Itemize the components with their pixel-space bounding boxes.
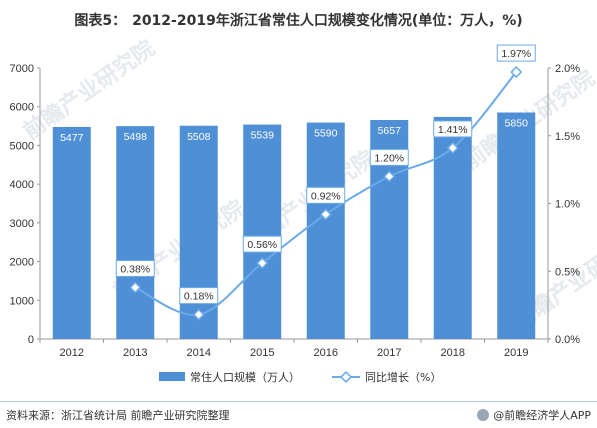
bar: [52, 126, 91, 340]
footer: 资料来源：浙江省统计局 前瞻产业研究院整理 @前瞻经济学人APP: [0, 405, 597, 425]
growth-value-label: 1.97%: [501, 48, 531, 60]
growth-value-label: 0.92%: [311, 190, 341, 202]
bar-value-label: 5508: [187, 131, 211, 143]
growth-point: [383, 170, 396, 183]
growth-point: [510, 66, 523, 79]
bar-value-label: 5657: [378, 125, 402, 137]
brand-text: @前瞻经济学人APP: [493, 409, 591, 422]
growth-label-box: [242, 235, 282, 253]
growth-value-label: 1.20%: [374, 152, 404, 164]
chart-title: 图表5： 2012-2019年浙江省常住人口规模变化情况(单位：万人，%): [0, 10, 597, 30]
y-left-tick-label: 6000: [10, 102, 34, 114]
growth-point: [256, 257, 269, 270]
chart-title-text: 2012-2019年浙江省常住人口规模变化情况(单位：万人，%): [132, 13, 523, 29]
chart: 前瞻产业研究院前瞻产业研究院前瞻产业研究院前瞻产业研究院前瞻产业研究院01000…: [10, 35, 597, 384]
y-left-tick-label: 7000: [10, 63, 34, 75]
growth-label-box: [179, 287, 219, 305]
legend-bar-swatch: [159, 372, 185, 381]
growth-point: [446, 141, 459, 154]
brand: @前瞻经济学人APP: [477, 407, 591, 423]
chart-title-label: 图表5：: [74, 13, 127, 29]
x-tick-label: 2016: [314, 347, 338, 359]
legend-line-label: 同比增长（%）: [365, 370, 441, 384]
x-tick-label: 2015: [250, 347, 274, 359]
growth-point: [129, 281, 142, 294]
growth-value-label: 0.38%: [120, 264, 150, 276]
bar-value-label: 5850: [505, 118, 529, 130]
x-tick-label: 2017: [377, 347, 401, 359]
y-right-tick-label: 0.0%: [555, 334, 580, 346]
growth-label-box: [306, 186, 346, 204]
growth-point: [319, 208, 332, 221]
y-left-tick-label: 5000: [10, 140, 34, 152]
y-right-tick-label: 1.0%: [555, 199, 580, 211]
x-tick-label: 2019: [504, 347, 528, 359]
growth-label-box: [433, 120, 473, 138]
bar-value-label: 5590: [314, 128, 338, 140]
x-tick-label: 2018: [441, 347, 465, 359]
y-left-tick-label: 1000: [10, 295, 34, 307]
bar-value-label: 5498: [124, 131, 148, 143]
bar: [116, 126, 155, 339]
y-left-tick-label: 4000: [10, 179, 34, 191]
bar-value-label: 5477: [60, 132, 84, 144]
growth-label-box: [496, 44, 536, 62]
y-right-tick-label: 0.5%: [555, 266, 580, 278]
y-left-tick-label: 3000: [10, 218, 34, 230]
growth-point: [192, 308, 205, 321]
growth-value-label: 0.56%: [247, 239, 277, 251]
legend-line-marker: [339, 370, 353, 384]
x-tick-label: 2012: [60, 347, 84, 359]
source-note: 资料来源：浙江省统计局 前瞻产业研究院整理: [6, 409, 230, 422]
growth-label-box: [369, 148, 409, 166]
y-left-tick-label: 0: [28, 334, 34, 346]
bar: [306, 122, 345, 339]
brand-logo-icon: [477, 409, 490, 421]
growth-value-label: 0.18%: [184, 291, 214, 303]
bar: [243, 124, 282, 339]
footer-divider: [0, 401, 597, 402]
y-left-tick-label: 2000: [10, 257, 34, 269]
y-right-tick-label: 2.0%: [555, 63, 580, 75]
y-right-tick-label: 1.5%: [555, 131, 580, 143]
growth-label-box: [115, 260, 155, 278]
growth-value-label: 1.41%: [438, 124, 468, 136]
bar-value-label: 5539: [251, 130, 275, 142]
bar: [179, 125, 218, 339]
x-tick-label: 2013: [123, 347, 147, 359]
bar: [497, 112, 536, 340]
x-tick-label: 2014: [187, 347, 211, 359]
legend-bar-label: 常住人口规模（万人）: [190, 370, 300, 384]
